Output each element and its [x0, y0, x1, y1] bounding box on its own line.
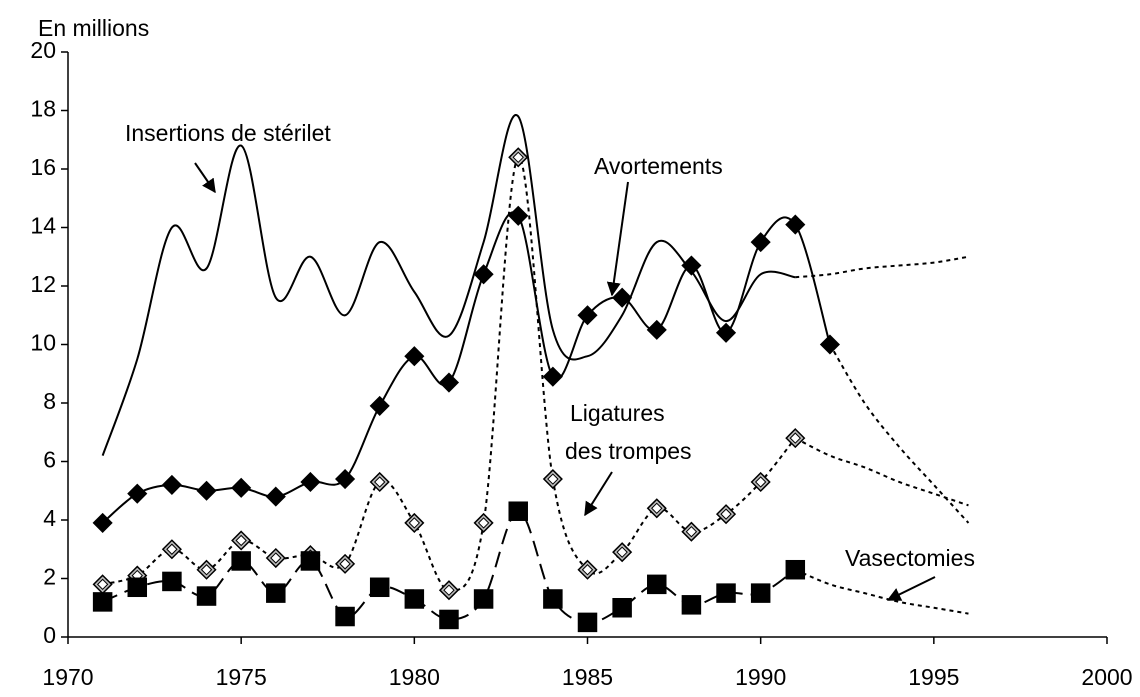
marker	[404, 346, 425, 367]
marker-inner	[339, 558, 351, 570]
marker-inner	[166, 543, 178, 555]
marker	[785, 559, 806, 580]
x-tick-label: 1970	[42, 664, 93, 690]
y-tick-label: 10	[30, 330, 56, 356]
marker-inner	[547, 473, 559, 485]
marker-inner	[512, 151, 524, 164]
x-tick-label: 1975	[216, 664, 267, 690]
marker	[473, 264, 494, 285]
marker	[577, 305, 598, 326]
marker-inner	[235, 534, 247, 547]
marker-inner	[443, 584, 455, 596]
marker	[266, 583, 286, 603]
series-label: Insertions de stérilet	[125, 120, 331, 146]
marker	[646, 319, 667, 340]
x-tick-label: 1985	[562, 664, 613, 690]
marker	[681, 255, 702, 276]
marker-inner	[754, 476, 767, 488]
marker	[438, 372, 460, 393]
marker	[543, 589, 563, 609]
marker	[508, 501, 528, 521]
marker-inner	[720, 508, 732, 520]
marker	[577, 612, 598, 633]
marker	[715, 322, 737, 343]
marker	[750, 583, 771, 603]
y-tick-label: 20	[30, 37, 56, 63]
marker	[819, 334, 840, 355]
marker	[162, 571, 182, 592]
marker	[300, 471, 321, 493]
marker	[196, 586, 217, 606]
x-tick-label: 1980	[389, 664, 440, 690]
label-arrow	[886, 576, 936, 601]
marker	[750, 232, 771, 253]
marker	[612, 598, 632, 618]
marker	[369, 395, 390, 416]
y-tick-label: 14	[30, 213, 56, 239]
series-label: Vasectomies	[845, 545, 975, 571]
y-tick-label: 18	[30, 96, 56, 122]
marker-inner	[685, 525, 698, 538]
marker	[647, 574, 667, 595]
marker-inner	[477, 517, 490, 529]
marker	[335, 606, 355, 627]
marker	[473, 589, 494, 609]
marker	[785, 214, 806, 235]
marker	[231, 477, 252, 498]
marker-inner	[270, 552, 282, 564]
marker	[716, 583, 736, 603]
y-tick-label: 12	[30, 271, 56, 297]
y-tick-label: 16	[30, 154, 56, 180]
marker	[404, 589, 425, 609]
series-label: Avortements	[594, 153, 723, 179]
marker	[508, 205, 529, 226]
marker	[265, 486, 286, 507]
y-tick-label: 6	[43, 447, 56, 473]
marker-inner	[408, 517, 421, 529]
marker	[542, 366, 563, 387]
marker-inner	[651, 502, 663, 515]
marker-inner	[581, 564, 594, 576]
series-line-extension	[794, 437, 969, 507]
series-line	[101, 113, 796, 456]
marker-inner	[200, 564, 213, 576]
label-arrow	[584, 471, 613, 517]
marker	[231, 551, 251, 571]
marker	[92, 512, 113, 533]
x-tick-label: 1995	[908, 664, 959, 690]
label-arrow	[606, 181, 629, 297]
marker-inner	[789, 432, 802, 444]
y-tick-label: 2	[43, 564, 56, 590]
marker	[127, 577, 148, 598]
marker-inner	[616, 546, 628, 558]
marker	[439, 609, 459, 630]
y-tick-label: 0	[43, 622, 56, 648]
marker-inner	[373, 476, 386, 488]
marker	[681, 595, 702, 615]
x-tick-label: 2000	[1081, 664, 1132, 690]
label-arrow	[194, 162, 216, 194]
marker	[300, 551, 321, 571]
y-axis-label: En millions	[38, 15, 149, 41]
marker-inner	[96, 578, 109, 591]
series-line-extension	[794, 568, 969, 615]
y-tick-label: 8	[43, 388, 56, 414]
x-tick-label: 1990	[735, 664, 786, 690]
series-line-extension	[829, 343, 970, 524]
marker	[161, 474, 182, 495]
series-label: Ligatures des trompes	[565, 400, 692, 464]
y-tick-label: 4	[43, 505, 56, 531]
marker	[369, 577, 390, 598]
marker	[92, 592, 113, 612]
marker	[127, 483, 148, 504]
marker	[335, 468, 356, 490]
marker	[196, 480, 217, 501]
series-line-extension	[795, 255, 969, 279]
